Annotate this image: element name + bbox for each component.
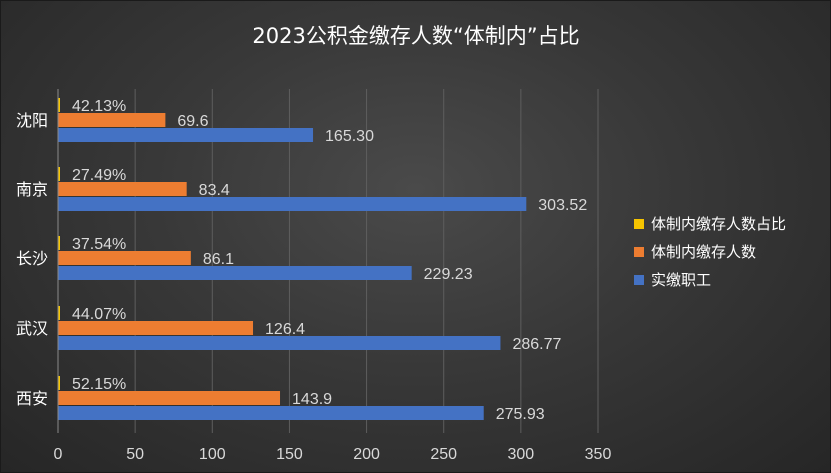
data-label: 27.49%: [72, 167, 126, 184]
bar: [58, 128, 314, 142]
legend-label: 体制内缴存人数占比: [651, 215, 786, 233]
legend-swatch: [634, 219, 644, 229]
bar: [58, 306, 60, 320]
x-tick-label: 50: [126, 446, 144, 463]
bar: [58, 266, 412, 280]
data-label: 303.52: [538, 197, 587, 214]
category-label: 沈阳: [16, 111, 48, 130]
bar: [58, 113, 166, 127]
data-label: 37.54%: [72, 236, 126, 253]
data-label: 42.13%: [72, 98, 126, 115]
legend-label: 体制内缴存人数: [651, 243, 756, 261]
x-tick-label: 150: [276, 446, 303, 463]
data-label: 229.23: [424, 266, 473, 283]
bar: [58, 98, 60, 112]
gridlines: [134, 89, 599, 433]
bar: [58, 336, 501, 350]
bars: [58, 98, 527, 420]
x-tick-label: 250: [430, 446, 457, 463]
data-label: 143.9: [292, 391, 332, 408]
x-tick-label: 200: [353, 446, 380, 463]
data-label: 86.1: [203, 251, 234, 268]
data-label: 286.77: [512, 336, 561, 353]
x-tick-label: 350: [585, 446, 612, 463]
x-tick-label: 300: [508, 446, 535, 463]
legend-swatch: [634, 275, 644, 285]
data-label: 275.93: [496, 406, 545, 423]
bar: [58, 251, 191, 265]
x-tick-label: 0: [54, 446, 63, 463]
data-label: 52.15%: [72, 376, 126, 393]
bar: [58, 167, 60, 181]
category-label: 武汉: [16, 319, 48, 338]
bar: [58, 406, 484, 420]
legend-swatch: [634, 247, 644, 257]
bar: [58, 321, 254, 335]
bar: [58, 376, 60, 390]
data-labels: 42.13% 27.49% 37.54% 44.07% 52.15% 69.6 83.4 86…: [72, 98, 587, 423]
chart-title: 2023公积金缴存人数“体制内”占比: [252, 24, 579, 48]
bar: [58, 391, 281, 405]
data-label: 69.6: [177, 113, 208, 130]
category-label: 南京: [16, 180, 48, 199]
bar: [58, 182, 187, 196]
data-label: 83.4: [199, 182, 230, 199]
legend-label: 实缴职工: [651, 271, 711, 289]
category-label: 西安: [16, 389, 48, 408]
x-tick-label: 100: [199, 446, 226, 463]
data-label: 126.4: [265, 321, 305, 338]
bar: [58, 236, 60, 250]
data-label: 44.07%: [72, 306, 126, 323]
category-label: 长沙: [16, 249, 48, 268]
data-label: 165.30: [325, 128, 374, 145]
bar: [58, 197, 527, 211]
